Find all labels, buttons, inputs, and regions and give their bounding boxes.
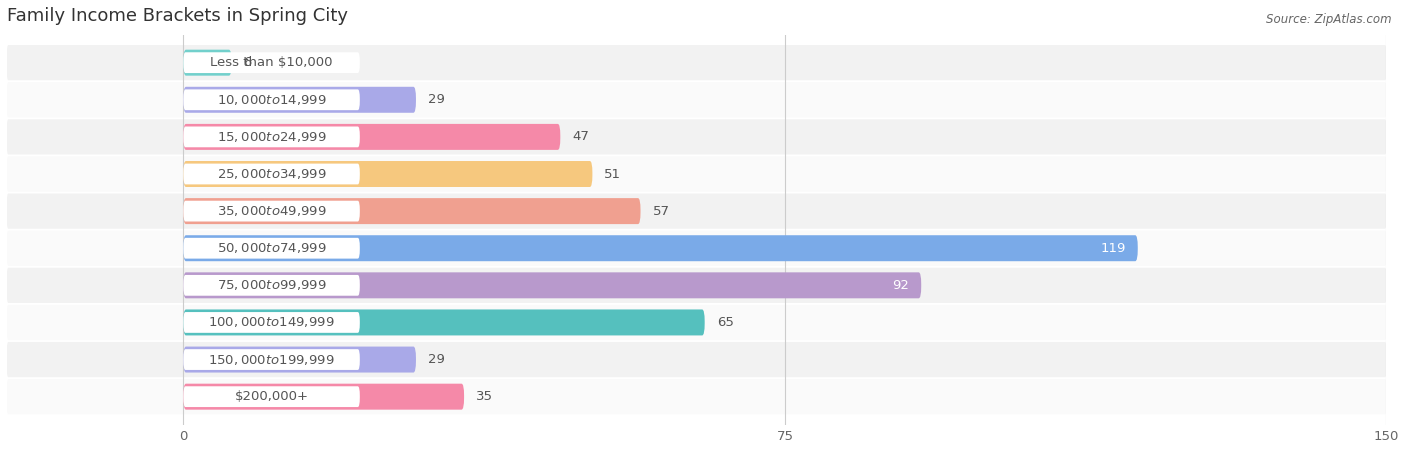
FancyBboxPatch shape (183, 124, 561, 150)
FancyBboxPatch shape (7, 82, 1386, 117)
FancyBboxPatch shape (183, 275, 360, 296)
FancyBboxPatch shape (183, 272, 921, 298)
Text: 92: 92 (893, 279, 910, 292)
FancyBboxPatch shape (7, 379, 1386, 414)
FancyBboxPatch shape (7, 305, 1386, 340)
Text: 119: 119 (1101, 242, 1126, 255)
Text: 29: 29 (427, 93, 444, 106)
FancyBboxPatch shape (183, 161, 592, 187)
FancyBboxPatch shape (7, 230, 1386, 266)
FancyBboxPatch shape (183, 349, 360, 370)
Text: Source: ZipAtlas.com: Source: ZipAtlas.com (1267, 14, 1392, 27)
Text: Less than $10,000: Less than $10,000 (211, 56, 333, 69)
Text: 29: 29 (427, 353, 444, 366)
Text: $35,000 to $49,999: $35,000 to $49,999 (217, 204, 326, 218)
FancyBboxPatch shape (183, 386, 360, 407)
FancyBboxPatch shape (7, 45, 1386, 80)
FancyBboxPatch shape (183, 90, 360, 110)
Text: $150,000 to $199,999: $150,000 to $199,999 (208, 352, 335, 367)
FancyBboxPatch shape (183, 126, 360, 147)
FancyBboxPatch shape (183, 164, 360, 184)
Text: $100,000 to $149,999: $100,000 to $149,999 (208, 315, 335, 329)
FancyBboxPatch shape (183, 87, 416, 113)
Text: 57: 57 (652, 205, 669, 218)
FancyBboxPatch shape (7, 268, 1386, 303)
FancyBboxPatch shape (183, 201, 360, 221)
FancyBboxPatch shape (183, 346, 416, 373)
Text: Family Income Brackets in Spring City: Family Income Brackets in Spring City (7, 7, 347, 25)
FancyBboxPatch shape (7, 194, 1386, 229)
FancyBboxPatch shape (183, 310, 704, 335)
FancyBboxPatch shape (183, 384, 464, 410)
FancyBboxPatch shape (7, 156, 1386, 192)
FancyBboxPatch shape (183, 198, 641, 224)
Text: 35: 35 (477, 390, 494, 403)
Text: $25,000 to $34,999: $25,000 to $34,999 (217, 167, 326, 181)
FancyBboxPatch shape (183, 312, 360, 333)
Text: 65: 65 (717, 316, 734, 329)
Text: 47: 47 (572, 130, 589, 144)
Text: $10,000 to $14,999: $10,000 to $14,999 (217, 93, 326, 107)
Text: $15,000 to $24,999: $15,000 to $24,999 (217, 130, 326, 144)
FancyBboxPatch shape (183, 235, 1137, 261)
Text: 51: 51 (605, 167, 621, 180)
FancyBboxPatch shape (183, 238, 360, 259)
Text: $75,000 to $99,999: $75,000 to $99,999 (217, 279, 326, 292)
FancyBboxPatch shape (183, 52, 360, 73)
FancyBboxPatch shape (183, 50, 232, 76)
FancyBboxPatch shape (7, 119, 1386, 154)
Text: 6: 6 (243, 56, 252, 69)
Text: $50,000 to $74,999: $50,000 to $74,999 (217, 241, 326, 255)
Text: $200,000+: $200,000+ (235, 390, 308, 403)
FancyBboxPatch shape (7, 342, 1386, 377)
